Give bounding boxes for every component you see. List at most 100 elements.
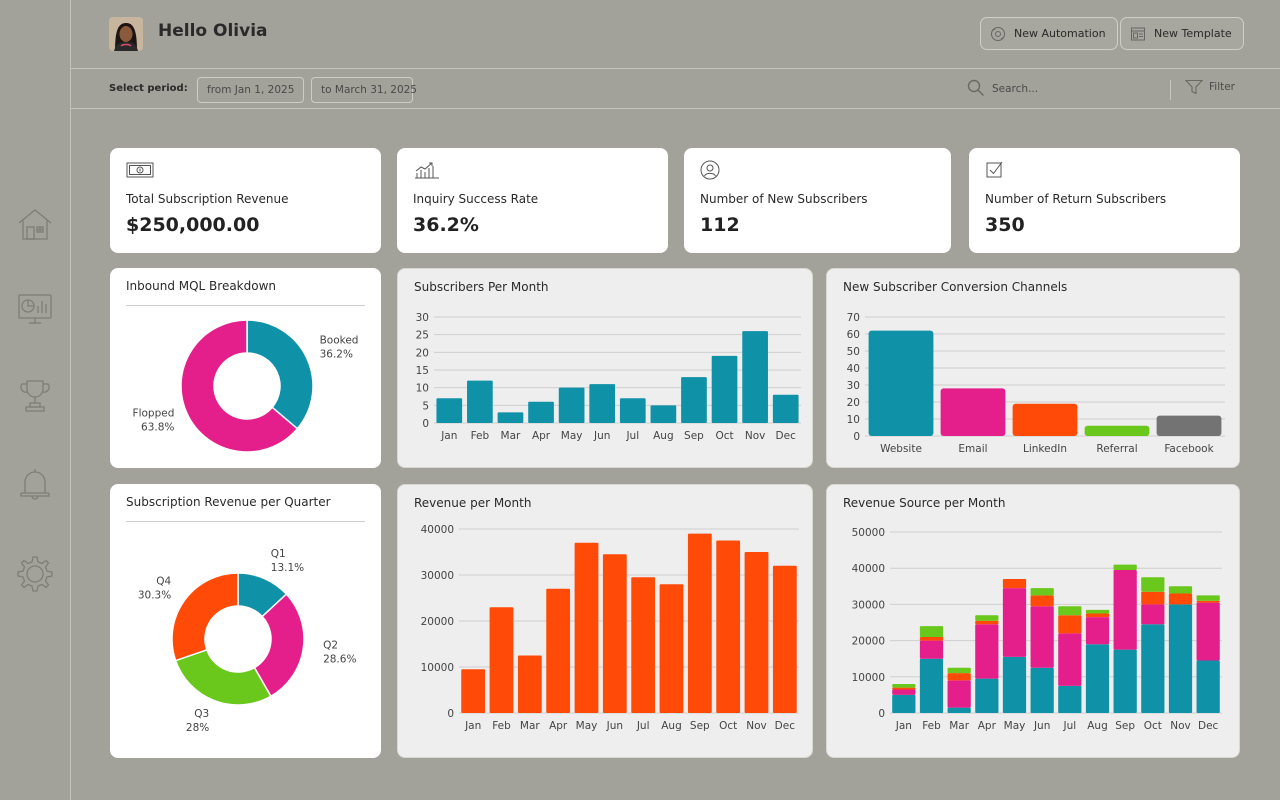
bar-segment	[947, 673, 971, 681]
new-automation-button[interactable]: New Automation	[980, 17, 1118, 50]
y-tick-label: 10000	[421, 662, 454, 674]
y-tick-label: 0	[878, 708, 885, 720]
trophy-icon[interactable]	[14, 374, 56, 416]
x-tick-label: Feb	[471, 430, 490, 442]
header: Hello Olivia New Automation New Template	[71, 0, 1280, 69]
y-tick-label: 20000	[421, 616, 454, 628]
filter-label: Filter	[1209, 81, 1236, 93]
bar	[1084, 425, 1150, 436]
date-from-field[interactable]: from Jan 1, 2025	[197, 77, 304, 103]
slice-value-label: 30.3%	[138, 589, 171, 601]
bar-segment	[1113, 649, 1137, 713]
bar	[558, 387, 585, 423]
greeting: Hello Olivia	[158, 21, 268, 41]
x-tick-label: Oct	[715, 430, 733, 442]
x-tick-label: Jan	[464, 720, 481, 732]
bar	[940, 388, 1006, 436]
kpi-label: Number of Return Subscribers	[985, 192, 1167, 206]
bar-segment	[947, 667, 971, 674]
bar	[436, 398, 463, 423]
bar-segment	[975, 615, 999, 621]
x-tick-label: Dec	[775, 720, 796, 732]
divider	[126, 521, 365, 522]
avatar[interactable]	[109, 17, 143, 51]
pie-slice	[246, 319, 314, 430]
y-tick-label: 10	[416, 383, 429, 395]
bar-segment	[975, 678, 999, 713]
x-tick-label: Facebook	[1164, 443, 1214, 455]
search-input[interactable]	[992, 78, 1152, 100]
revenue-source-per-month-chart: 0 10000 20000 30000 40000 50000 Jan Feb Mar Apr Ma…	[852, 527, 1222, 732]
search-icon[interactable]	[966, 78, 986, 98]
sidebar	[0, 0, 71, 800]
bar-segment	[1113, 570, 1137, 650]
bar	[497, 412, 524, 423]
bar-segment	[1196, 600, 1220, 603]
x-tick-label: Oct	[719, 720, 737, 732]
bell-icon[interactable]	[14, 463, 56, 505]
x-tick-label: May	[1004, 720, 1026, 732]
new-template-label: New Template	[1154, 27, 1232, 40]
bar	[650, 405, 677, 423]
x-tick-label: Feb	[922, 720, 941, 732]
bar	[742, 331, 768, 423]
slice-value-label: 13.1%	[271, 562, 304, 574]
y-tick-label: 10000	[852, 672, 885, 684]
bar	[681, 377, 707, 423]
gear-icon[interactable]	[14, 553, 56, 595]
x-tick-label: Referral	[1096, 443, 1137, 455]
revenue-source-panel: 0 10000 20000 30000 40000 50000 Jan Feb Mar Apr Ma…	[826, 484, 1240, 758]
new-template-button[interactable]: New Template	[1120, 17, 1244, 50]
x-tick-label: Mar	[501, 430, 521, 442]
bar-segment	[892, 687, 916, 690]
filter-button[interactable]: Filter	[1185, 79, 1235, 95]
kpi-card-new-subscribers: Number of New Subscribers 112	[684, 148, 951, 253]
x-tick-label: Nov	[745, 430, 766, 442]
bar-segment	[919, 626, 944, 637]
x-tick-label: Apr	[549, 720, 568, 732]
x-tick-label: Feb	[492, 720, 511, 732]
bar-segment	[975, 620, 999, 625]
kpi-label: Inquiry Success Rate	[413, 192, 539, 206]
x-tick-label: Apr	[532, 430, 551, 442]
kpi-value: 350	[985, 214, 1025, 236]
x-tick-label: Aug	[653, 430, 674, 442]
bar-segment	[1030, 667, 1054, 713]
date-to-field[interactable]: to March 31, 2025	[311, 77, 417, 103]
user-icon	[700, 160, 720, 180]
x-tick-label: Mar	[949, 720, 969, 732]
slice-label: Q3	[194, 708, 209, 720]
bar-segment	[1141, 591, 1165, 605]
bar-segment	[1085, 609, 1110, 614]
bar	[602, 554, 627, 713]
bar	[489, 607, 514, 713]
y-tick-label: 30000	[421, 570, 454, 582]
inbound-mql-donut-chart: Booked 36.2% Flopped 63.8%	[133, 319, 358, 453]
y-tick-label: 40	[847, 363, 860, 375]
bar-segment	[1030, 595, 1054, 607]
growth-chart-icon	[415, 162, 439, 179]
bar-segment	[1141, 577, 1165, 592]
revenue-per-quarter-panel: Q1 13.1% Q2 28.6% Q3 28% Q4 30.3% Subscription …	[110, 484, 381, 758]
new-automation-label: New Automation	[1014, 27, 1106, 40]
bar	[716, 540, 741, 713]
chart-title: Subscribers Per Month	[414, 280, 549, 294]
y-tick-label: 40000	[421, 524, 454, 536]
analytics-icon[interactable]	[14, 287, 56, 329]
x-tick-label: Aug	[1087, 720, 1108, 732]
filter-bar: Select period: from Jan 1, 2025 to March…	[71, 70, 1280, 109]
bar	[772, 565, 797, 713]
slice-label: Q2	[323, 639, 338, 651]
kpi-card-total-revenue: Total Subscription Revenue $250,000.00	[110, 148, 381, 253]
bar-segment	[1168, 593, 1193, 605]
checkbox-icon	[986, 161, 1003, 178]
bar	[711, 355, 738, 423]
pie-slice	[171, 572, 239, 662]
y-tick-label: 10	[847, 414, 860, 426]
x-tick-label: Dec	[776, 430, 797, 442]
kpi-value: 36.2%	[413, 214, 479, 236]
x-tick-label: Email	[958, 443, 987, 455]
bar-segment	[1085, 644, 1110, 713]
y-tick-label: 70	[847, 312, 860, 324]
home-icon[interactable]	[14, 203, 56, 245]
